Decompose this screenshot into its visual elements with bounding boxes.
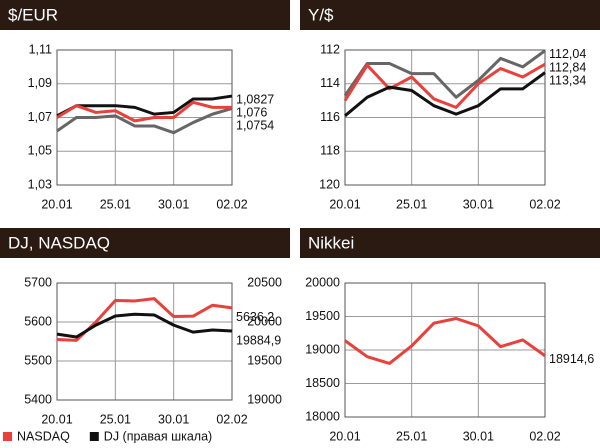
series-line xyxy=(344,71,546,117)
x-tick-label: 30.01 xyxy=(158,197,189,211)
legend-swatch xyxy=(3,432,12,441)
series-line xyxy=(56,106,233,135)
y-tick-label: 18500 xyxy=(305,376,340,390)
y-tick-label: 116 xyxy=(320,110,340,124)
y-tick-label: 1,11 xyxy=(29,42,52,56)
x-tick-label: 25.01 xyxy=(396,197,427,211)
y-tick-label: 118 xyxy=(320,144,340,158)
x-tick-label: 30.01 xyxy=(463,429,494,443)
x-tick-label: 20.01 xyxy=(329,429,360,443)
y2-tick-label: 20000 xyxy=(247,314,282,328)
legend-swatch xyxy=(89,432,99,441)
panel-header xyxy=(0,228,290,258)
series-line xyxy=(344,317,546,365)
x-tick-label: 25.01 xyxy=(396,429,427,443)
series-line xyxy=(343,62,546,109)
x-tick-label: 20.01 xyxy=(41,412,72,426)
series-line xyxy=(56,312,233,339)
x-tick-label: 20.01 xyxy=(41,197,72,211)
end-value-label: 5636,2 xyxy=(236,310,274,324)
panel-title: Y/$ xyxy=(308,5,334,24)
y-tick-label: 18000 xyxy=(305,409,340,423)
y2-tick-label: 19000 xyxy=(247,392,282,406)
y-tick-label: 120 xyxy=(319,177,340,191)
panel-header xyxy=(300,228,600,258)
series-line xyxy=(56,100,232,123)
y-tick-label: 5600 xyxy=(24,314,52,328)
y-tick-label: 1,07 xyxy=(28,110,52,124)
x-tick-label: 20.01 xyxy=(329,197,360,211)
x-tick-label: 02.02 xyxy=(216,412,247,426)
end-value-label: 18914,6 xyxy=(549,352,594,366)
end-value-label: 1,0754 xyxy=(236,118,274,132)
y-tick-label: 5500 xyxy=(24,353,52,367)
x-tick-label: 02.02 xyxy=(216,197,247,211)
y-tick-label: 114 xyxy=(320,76,340,90)
end-value-label: 112,84 xyxy=(549,60,586,74)
plot-frame xyxy=(344,282,546,418)
y-tick-label: 1,09 xyxy=(28,76,52,90)
series-line xyxy=(56,94,233,118)
plot-frame xyxy=(344,49,546,186)
legend-label: DJ (правая шкала) xyxy=(104,429,212,443)
y-tick-label: 5400 xyxy=(24,392,52,406)
x-tick-label: 02.02 xyxy=(529,429,560,443)
end-value-label: 113,34 xyxy=(549,73,586,87)
y-tick-label: 1,05 xyxy=(28,144,52,158)
end-value-label: 1,0827 xyxy=(236,92,274,106)
x-tick-label: 30.01 xyxy=(463,197,494,211)
series-line xyxy=(343,49,546,99)
y-tick-label: 19000 xyxy=(305,342,340,356)
x-tick-label: 02.02 xyxy=(529,197,560,211)
x-tick-label: 25.01 xyxy=(100,197,131,211)
y-tick-label: 5700 xyxy=(24,275,52,289)
y-tick-label: 19500 xyxy=(305,309,340,323)
x-tick-label: 25.01 xyxy=(100,412,131,426)
y-tick-label: 112 xyxy=(320,42,340,56)
y-tick-label: 20000 xyxy=(305,275,340,289)
end-value-label: 1,076 xyxy=(236,105,267,119)
end-value-label: 19884,9 xyxy=(236,333,281,347)
panel-header xyxy=(0,0,290,30)
panel-header xyxy=(300,0,600,30)
y2-tick-label: 20500 xyxy=(247,275,282,289)
panel-title: DJ, NASDAQ xyxy=(8,233,110,252)
legend-label: NASDAQ xyxy=(17,429,70,443)
y-tick-label: 1,03 xyxy=(28,177,52,191)
x-tick-label: 30.01 xyxy=(158,412,189,426)
end-value-label: 112,04 xyxy=(549,47,586,61)
panel-title: $/EUR xyxy=(8,5,58,24)
plot-frame xyxy=(56,282,233,401)
y2-tick-label: 19500 xyxy=(247,353,282,367)
panel-title: Nikkei xyxy=(308,233,354,252)
